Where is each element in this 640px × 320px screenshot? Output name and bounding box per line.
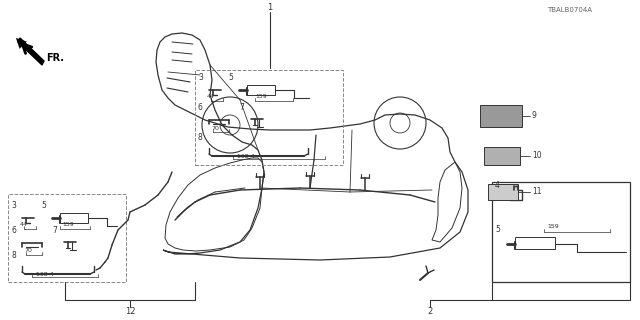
Text: 6: 6 — [198, 103, 203, 112]
Text: 3: 3 — [11, 201, 16, 210]
Text: 44: 44 — [20, 222, 28, 228]
Text: 12: 12 — [125, 308, 135, 316]
Bar — [480, 105, 522, 127]
Bar — [195, 70, 343, 165]
Text: 9: 9 — [532, 111, 537, 121]
Polygon shape — [18, 38, 44, 65]
Bar — [247, 85, 275, 95]
Text: 8: 8 — [11, 251, 16, 260]
Text: 168 4: 168 4 — [237, 154, 255, 158]
Text: 5: 5 — [41, 201, 46, 210]
Bar — [484, 147, 520, 165]
Text: 8: 8 — [198, 133, 203, 142]
Text: 7: 7 — [239, 103, 244, 112]
Text: 7: 7 — [52, 226, 57, 235]
Text: 168 4: 168 4 — [36, 271, 54, 276]
Text: 44: 44 — [207, 94, 215, 100]
Bar — [8, 194, 126, 282]
Text: 2: 2 — [428, 308, 433, 316]
Text: TBALB0704A: TBALB0704A — [547, 7, 593, 13]
Bar — [510, 190, 522, 200]
Bar — [492, 182, 630, 282]
Text: 11: 11 — [532, 188, 541, 196]
Bar — [515, 237, 555, 249]
Text: 10: 10 — [532, 151, 541, 161]
Text: 5: 5 — [228, 73, 233, 82]
Bar — [488, 184, 518, 200]
Text: 4: 4 — [495, 181, 500, 190]
Text: FR.: FR. — [46, 53, 64, 63]
Text: 159: 159 — [547, 225, 559, 229]
Text: 5: 5 — [495, 225, 500, 234]
Bar — [60, 213, 88, 223]
Text: 70: 70 — [211, 125, 219, 131]
Text: 159: 159 — [255, 94, 267, 100]
Text: 159: 159 — [62, 222, 74, 228]
Text: 3: 3 — [198, 73, 203, 82]
Text: 1: 1 — [268, 3, 273, 12]
Text: 70: 70 — [24, 249, 32, 253]
Text: 6: 6 — [11, 226, 16, 235]
